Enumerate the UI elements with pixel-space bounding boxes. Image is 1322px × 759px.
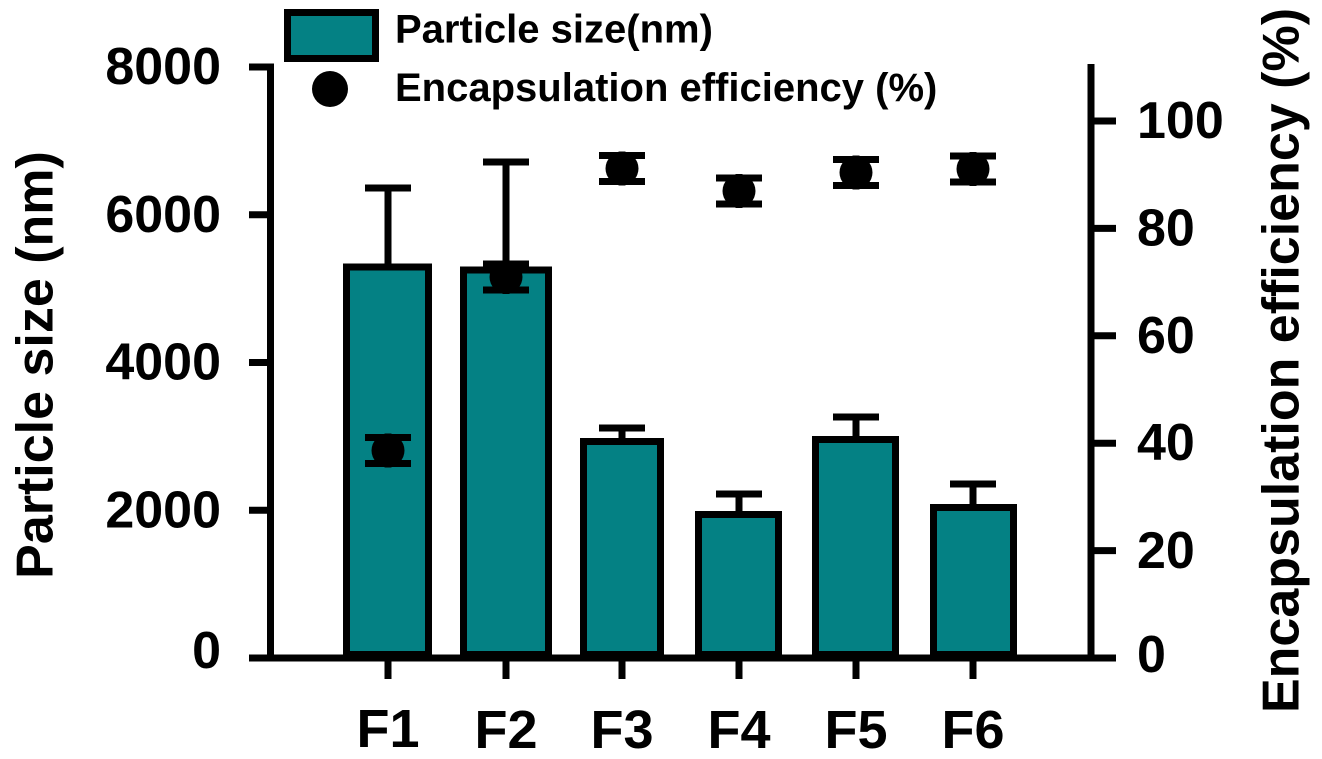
svg-text:60: 60 [1137,307,1195,365]
svg-text:0: 0 [192,622,221,680]
svg-text:8000: 8000 [105,38,221,96]
svg-text:F6: F6 [941,700,1004,759]
svg-text:2000: 2000 [105,481,221,539]
svg-text:40: 40 [1137,414,1195,472]
svg-text:0: 0 [1137,626,1166,684]
svg-text:F1: F1 [356,699,419,759]
svg-text:Encapsulation efficiency (%): Encapsulation efficiency (%) [1253,8,1311,713]
svg-text:100: 100 [1137,92,1224,150]
svg-text:80: 80 [1137,199,1195,257]
svg-text:F5: F5 [824,700,887,759]
svg-text:F4: F4 [707,700,770,759]
svg-text:Particle size (nm): Particle size (nm) [7,151,65,579]
svg-text:Particle size(nm): Particle size(nm) [395,8,713,52]
svg-text:Encapsulation efficiency (%): Encapsulation efficiency (%) [395,66,937,110]
svg-text:F2: F2 [474,700,537,759]
svg-text:20: 20 [1137,522,1195,580]
svg-text:6000: 6000 [105,186,221,244]
svg-text:4000: 4000 [105,334,221,392]
svg-text:F3: F3 [590,700,653,759]
